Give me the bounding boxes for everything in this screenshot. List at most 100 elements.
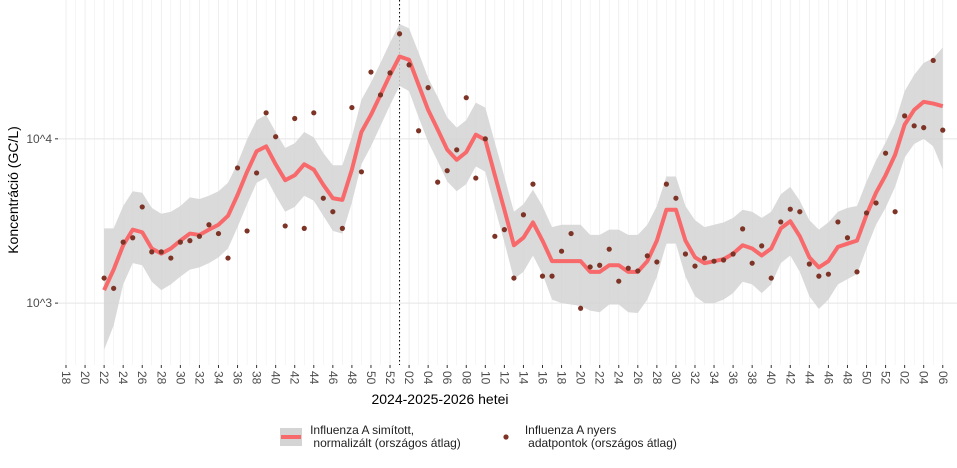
legend: Influenza A simított, normalizált (orszá… xyxy=(0,424,957,450)
data-point xyxy=(244,228,250,234)
data-point xyxy=(187,238,193,244)
x-tick-label: 36 xyxy=(726,371,740,385)
data-point xyxy=(520,212,527,218)
x-tick-label: 26 xyxy=(631,371,645,385)
x-tick-label: 02 xyxy=(402,371,416,385)
data-point xyxy=(863,210,870,216)
data-point xyxy=(673,195,679,201)
x-tick-label: 04 xyxy=(421,371,435,385)
x-tick-label: 40 xyxy=(764,371,778,385)
x-tick-label: 52 xyxy=(879,371,893,385)
data-point xyxy=(578,305,584,311)
x-tick-label: 34 xyxy=(707,371,721,385)
legend-label: Influenza A simított, normalizált (orszá… xyxy=(310,423,461,450)
data-point xyxy=(892,209,898,215)
data-point xyxy=(882,150,889,156)
data-point xyxy=(911,123,917,129)
data-point xyxy=(711,258,717,264)
data-point xyxy=(311,110,317,116)
data-point xyxy=(749,260,755,266)
data-point xyxy=(435,179,441,185)
data-point xyxy=(292,115,298,122)
x-tick-label: 52 xyxy=(383,371,397,385)
legend-key xyxy=(503,434,509,440)
x-tick-label: 44 xyxy=(307,371,321,385)
data-point xyxy=(940,127,946,133)
data-point xyxy=(225,255,231,261)
data-point xyxy=(406,62,412,68)
x-tick-label: 20 xyxy=(78,371,92,385)
data-point xyxy=(663,181,669,187)
data-point xyxy=(568,230,574,237)
data-point xyxy=(387,70,393,76)
data-point xyxy=(873,200,879,206)
x-tick-label: 50 xyxy=(860,371,874,385)
data-point xyxy=(282,223,288,229)
data-point xyxy=(778,219,784,225)
legend-dot xyxy=(503,434,509,440)
x-tick-label: 18 xyxy=(555,371,569,385)
data-point xyxy=(606,246,612,252)
data-point xyxy=(254,170,260,176)
x-tick-label: 40 xyxy=(269,371,283,385)
data-point xyxy=(806,261,812,267)
x-tick-label: 44 xyxy=(802,371,816,385)
data-point xyxy=(111,285,117,291)
data-point xyxy=(330,209,336,215)
data-point xyxy=(158,249,164,255)
data-point xyxy=(549,273,555,279)
data-point xyxy=(930,57,936,64)
data-point xyxy=(558,248,565,254)
data-point xyxy=(454,147,460,153)
data-point xyxy=(740,226,746,232)
x-tick-label: 08 xyxy=(459,371,473,385)
data-point xyxy=(492,233,498,239)
x-tick-label: 14 xyxy=(516,371,530,385)
data-point xyxy=(539,273,546,279)
x-tick-label: 30 xyxy=(173,371,187,385)
data-point xyxy=(396,31,403,37)
data-point xyxy=(730,251,736,257)
data-point xyxy=(587,264,593,270)
data-point xyxy=(130,235,136,241)
data-point xyxy=(654,259,660,265)
data-point xyxy=(425,85,431,91)
chart: 2024-2025-2026 hetei Koncentráció (GC/L)… xyxy=(5,0,957,407)
x-tick-label: 18 xyxy=(59,371,73,385)
data-point xyxy=(844,235,851,241)
x-axis-title: 2024-2025-2026 hetei xyxy=(371,391,508,407)
data-point xyxy=(825,271,832,277)
x-tick-label: 32 xyxy=(688,371,702,385)
data-point xyxy=(473,175,479,181)
data-point xyxy=(149,249,155,255)
data-point xyxy=(358,169,365,175)
data-point xyxy=(530,181,536,187)
data-point xyxy=(139,204,145,210)
x-tick-label: 42 xyxy=(783,371,797,385)
y-axis-title: Koncentráció (GC/L) xyxy=(5,126,21,254)
data-point xyxy=(616,278,622,284)
x-tick-label: 24 xyxy=(116,371,130,385)
x-tick-label: 32 xyxy=(192,371,206,385)
data-point xyxy=(921,125,927,131)
x-tick-label: 30 xyxy=(669,371,683,385)
data-point xyxy=(377,92,384,98)
data-point xyxy=(635,268,641,274)
data-point xyxy=(444,168,450,174)
data-point xyxy=(501,227,507,233)
data-point xyxy=(692,263,698,269)
x-tick-label: 22 xyxy=(97,371,111,385)
smoothed-line xyxy=(102,54,944,291)
data-point xyxy=(416,128,422,134)
data-point xyxy=(816,273,822,279)
data-point xyxy=(482,136,488,142)
x-tick-label: 48 xyxy=(840,371,854,385)
data-point xyxy=(349,104,355,111)
data-point xyxy=(368,69,374,75)
x-tick-label: 16 xyxy=(536,371,550,385)
x-tick-label: 26 xyxy=(135,371,149,385)
x-tick-label: 20 xyxy=(574,371,588,385)
x-tick-label: 04 xyxy=(917,371,931,385)
data-point xyxy=(206,222,212,228)
